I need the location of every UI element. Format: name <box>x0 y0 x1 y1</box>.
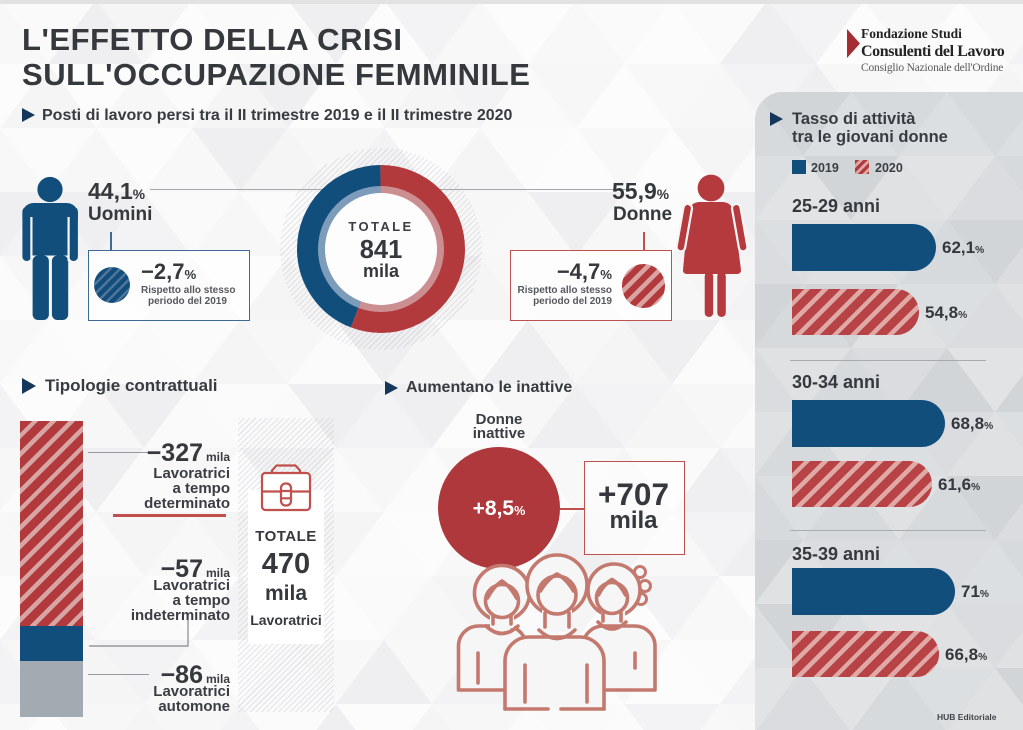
svg-text:mila: mila <box>363 261 400 281</box>
svg-text:TOTALE: TOTALE <box>348 219 413 234</box>
svg-text:841: 841 <box>360 236 403 264</box>
